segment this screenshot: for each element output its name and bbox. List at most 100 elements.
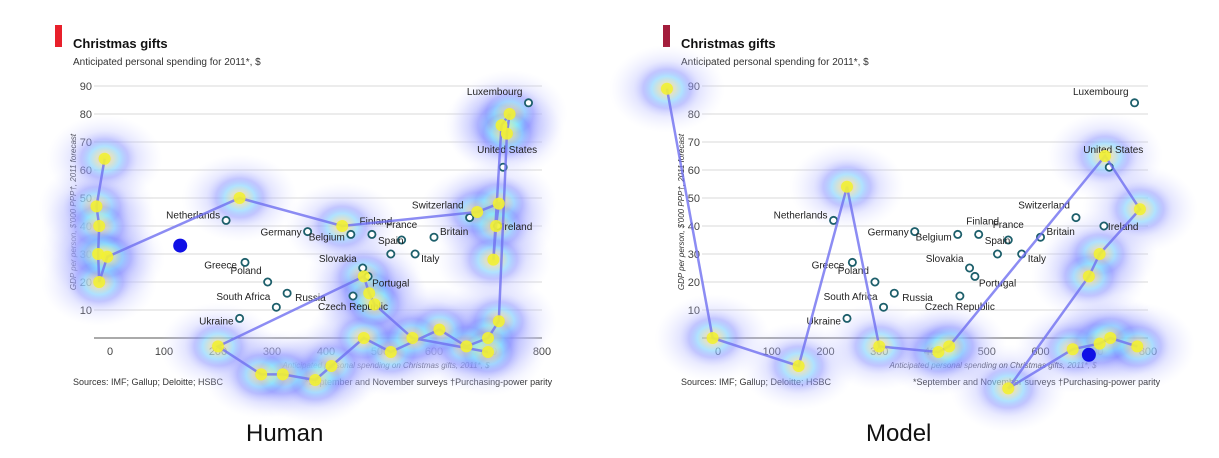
fixation-point bbox=[503, 108, 516, 120]
data-point bbox=[970, 271, 980, 281]
data-point bbox=[367, 229, 377, 239]
fixation-point bbox=[90, 200, 103, 213]
point-label: Germany bbox=[261, 228, 302, 239]
fixation-point bbox=[792, 360, 805, 372]
point-label: Greece bbox=[204, 260, 237, 271]
data-point bbox=[870, 277, 880, 287]
fixation-point bbox=[500, 127, 513, 140]
point-label: Poland bbox=[838, 266, 869, 277]
data-point bbox=[240, 257, 250, 267]
data-point bbox=[974, 229, 984, 239]
chart-source: Sources: IMF; Gallup; Deloitte; HSBC bbox=[73, 377, 224, 387]
fixation-point bbox=[309, 374, 322, 386]
data-point bbox=[965, 263, 975, 273]
fixation-point bbox=[363, 287, 376, 300]
point-label: Poland bbox=[231, 266, 262, 277]
y-tick-label: 70 bbox=[688, 137, 700, 149]
point-label: Luxembourg bbox=[467, 87, 523, 98]
y-tick-label: 20 bbox=[688, 277, 700, 289]
panel-human: 1020304050607080900100200300400500600700… bbox=[38, 25, 568, 424]
heatmap-layer bbox=[38, 70, 568, 424]
data-point bbox=[524, 98, 534, 108]
fixation-point bbox=[336, 220, 349, 232]
point-label: United States bbox=[1083, 145, 1143, 156]
title-accent-bar bbox=[55, 25, 62, 47]
fixation-point bbox=[93, 220, 106, 232]
fixation-point bbox=[841, 180, 853, 193]
data-point bbox=[410, 249, 420, 259]
fixation-point bbox=[98, 152, 111, 165]
data-point bbox=[1099, 221, 1109, 231]
chart-subtitle: Anticipated personal spending for 2011*,… bbox=[681, 57, 869, 68]
fixation-point bbox=[1093, 337, 1106, 350]
point-label: Portugal bbox=[372, 278, 409, 289]
x-tick-label: 0 bbox=[107, 346, 113, 358]
fixation-point bbox=[660, 82, 673, 95]
point-label: Ukraine bbox=[199, 316, 234, 327]
chart-title: Christmas gifts bbox=[681, 36, 776, 51]
caption-model: Model bbox=[866, 420, 932, 447]
point-label: Belgium bbox=[309, 232, 345, 243]
y-tick-label: 50 bbox=[688, 193, 700, 205]
fixation-point bbox=[433, 323, 446, 336]
fixation-point bbox=[233, 192, 246, 204]
title-accent-bar bbox=[663, 25, 670, 47]
point-label: Finland bbox=[966, 216, 999, 227]
data-point bbox=[348, 291, 358, 301]
point-label: Italy bbox=[1028, 254, 1046, 265]
point-label: Switzerland bbox=[1018, 201, 1070, 212]
fixation-point bbox=[1082, 270, 1095, 283]
point-label: Slovakia bbox=[319, 254, 357, 265]
data-point bbox=[303, 227, 313, 237]
fixation-point bbox=[1066, 343, 1079, 356]
gaze-start-point bbox=[173, 238, 188, 253]
data-point bbox=[1130, 98, 1140, 108]
data-point bbox=[235, 313, 245, 323]
fixation-point bbox=[101, 250, 114, 263]
fixation-point bbox=[255, 368, 268, 381]
gaze-path bbox=[665, 88, 1142, 390]
fixation-point bbox=[490, 220, 503, 232]
data-point bbox=[993, 249, 1003, 259]
y-tick-label: 90 bbox=[80, 81, 92, 93]
fixation-point bbox=[471, 206, 484, 218]
point-label: Netherlands bbox=[774, 210, 828, 221]
fixation-point bbox=[384, 346, 397, 358]
fixation-point bbox=[1093, 248, 1106, 260]
point-label: Greece bbox=[812, 260, 845, 271]
chart-title: Christmas gifts bbox=[73, 36, 168, 51]
point-label: Russia bbox=[902, 293, 933, 304]
point-label: Spain bbox=[985, 236, 1011, 247]
fixation-point bbox=[92, 248, 105, 260]
fixation-point bbox=[932, 346, 945, 358]
fixation-point bbox=[482, 346, 494, 358]
panel-model: 1020304050607080900100200300400500600700… bbox=[608, 25, 1198, 433]
point-label: South Africa bbox=[216, 292, 270, 303]
point-label: Ireland bbox=[502, 222, 533, 233]
point-label: Czech Republic bbox=[925, 302, 995, 313]
data-point bbox=[1071, 213, 1081, 223]
data-point bbox=[953, 229, 963, 239]
fixation-point bbox=[276, 368, 289, 381]
fixation-point bbox=[492, 315, 505, 328]
point-label: Britain bbox=[1047, 227, 1075, 238]
fixation-point bbox=[93, 276, 106, 288]
data-point bbox=[847, 257, 857, 267]
point-label: Italy bbox=[421, 254, 439, 265]
fixation-point bbox=[357, 332, 370, 344]
fixation-point bbox=[357, 270, 370, 283]
fixation-point bbox=[873, 340, 886, 353]
fixation-point bbox=[492, 197, 505, 210]
fixation-point bbox=[943, 340, 956, 353]
point-label: Netherlands bbox=[166, 210, 220, 221]
point-label: South Africa bbox=[824, 292, 878, 303]
point-label: Britain bbox=[440, 227, 468, 238]
fixation-point bbox=[706, 332, 719, 344]
fixation-point bbox=[325, 360, 338, 372]
fixation-point bbox=[406, 332, 419, 344]
fixation-point bbox=[487, 253, 500, 266]
point-label: Switzerland bbox=[412, 201, 464, 212]
data-point bbox=[271, 302, 281, 312]
